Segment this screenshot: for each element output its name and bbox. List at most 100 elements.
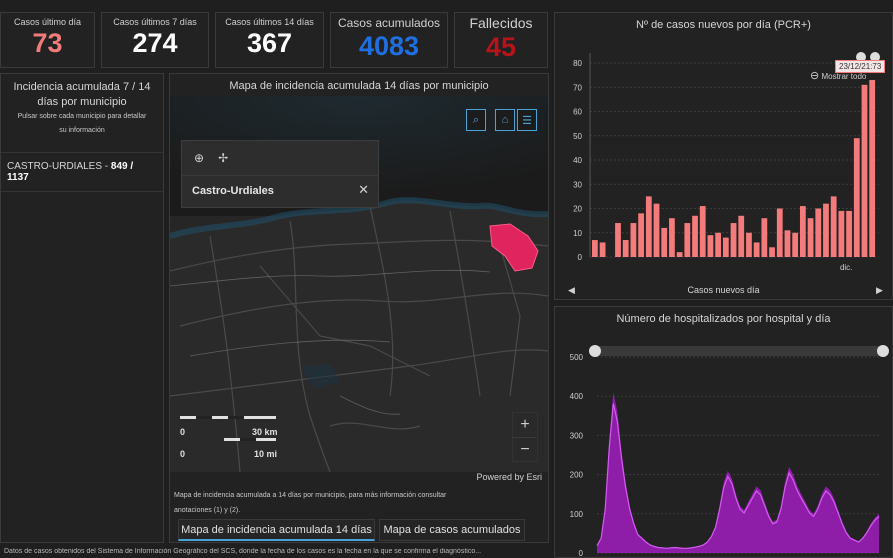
y-tick-label: 10 — [573, 229, 582, 238]
kpi-value: 73 — [32, 28, 63, 58]
bar — [746, 232, 752, 257]
bar — [707, 235, 714, 257]
bar — [638, 213, 644, 257]
chart-title: Número de hospitalizados por hospital y … — [616, 313, 831, 325]
zoom-in-button[interactable]: + — [520, 416, 530, 433]
bar — [615, 223, 621, 257]
bar — [738, 215, 745, 257]
scroll-right-icon[interactable]: ▶ — [876, 285, 883, 295]
new-cases-chart-panel: Nº de casos nuevos por día (PCR+) 0 10 20 3… — [554, 12, 893, 300]
y-tick-label: 500 — [570, 353, 584, 362]
bar — [792, 232, 799, 257]
y-tick-label: 300 — [570, 431, 584, 440]
kpi-cases-last-7-days: Casos últimos 7 días 274 — [101, 12, 209, 68]
chart-x-label: Casos nuevos día — [687, 285, 760, 295]
map-search-button[interactable]: ⌕ — [466, 109, 486, 131]
bar — [815, 208, 822, 257]
range-handle-icon — [877, 345, 889, 357]
map-attribution[interactable]: Powered by Esri — [476, 472, 542, 482]
map-legend-button[interactable]: ☰ — [517, 109, 537, 131]
kpi-label: Casos acumulados — [337, 16, 441, 30]
land-area — [170, 200, 548, 472]
area-series — [597, 392, 879, 553]
bar — [722, 237, 729, 257]
scale-mi: 10 mi — [254, 449, 278, 459]
scale-bar — [180, 416, 276, 441]
zoom-to-icon[interactable]: ⊕ — [194, 151, 205, 165]
bar — [669, 218, 675, 257]
x-tick-label: dic. — [840, 263, 852, 272]
castro-urdiales-highlight[interactable] — [489, 223, 539, 272]
kpi-value: 274 — [132, 28, 178, 58]
bar — [653, 203, 660, 257]
home-icon: ⌂ — [501, 114, 509, 126]
map-note: Mapa de incidencia acumulada a 14 días p… — [174, 492, 447, 514]
bar — [823, 203, 829, 257]
y-tick-label: 30 — [573, 180, 582, 189]
bar — [684, 223, 691, 257]
map-view[interactable]: ⌕ ⌂ ☰ ⊕ ✢ Castro-Urdiales ✕ + − 0 30 km — [170, 96, 548, 472]
bar — [830, 196, 837, 257]
map-panel: Mapa de incidencia acumulada 14 días por… — [169, 73, 549, 543]
range-handle-icon — [589, 345, 601, 357]
zoom-control: + − — [512, 412, 538, 462]
bar — [807, 218, 814, 257]
feature-popup: ⊕ ✢ Castro-Urdiales ✕ — [181, 140, 379, 208]
bar — [769, 247, 775, 257]
bar — [761, 218, 768, 257]
scale-km: 30 km — [252, 427, 278, 437]
y-tick-label: 0 — [578, 253, 583, 262]
y-tick-label: 40 — [573, 156, 582, 165]
bar — [869, 79, 876, 257]
bar — [692, 215, 698, 257]
bar — [861, 84, 868, 257]
search-icon: ⌕ — [472, 113, 480, 126]
list-icon: ☰ — [522, 114, 532, 127]
bar — [799, 206, 806, 257]
bar — [730, 223, 737, 257]
show-all-button[interactable]: ⊖ Mostrar todo — [810, 69, 866, 82]
tab-accumulated-map[interactable]: Mapa de casos acumulados — [379, 519, 525, 541]
y-tick-label: 80 — [573, 59, 582, 68]
bar — [699, 206, 706, 257]
bar — [622, 240, 629, 257]
kpi-label: Casos últimos 7 días — [113, 17, 197, 27]
y-tick-label: 100 — [570, 510, 584, 519]
municipality-name: CASTRO-URDIALES — [7, 161, 103, 172]
bar — [784, 230, 791, 257]
range-slider-track — [595, 346, 883, 356]
scroll-left-icon[interactable]: ◀ — [568, 285, 575, 295]
kpi-label: Fallecidos — [469, 15, 533, 31]
bar — [715, 232, 722, 257]
y-tick-label: 0 — [579, 549, 584, 557]
bar — [853, 138, 860, 257]
kpi-cases-last-14-days: Casos últimos 14 días 367 — [215, 12, 324, 68]
hospitalized-chart-panel: Número de hospitalizados por hospital y … — [554, 306, 893, 558]
bar — [630, 223, 637, 257]
bar — [592, 240, 598, 257]
zoom-out-icon: ⊖ — [810, 70, 820, 82]
y-tick-label: 400 — [570, 392, 584, 401]
kpi-label: Casos último día — [13, 17, 82, 27]
popup-title: Castro-Urdiales — [192, 185, 274, 197]
tab-incidence-map[interactable]: Mapa de incidencia acumulada 14 días — [178, 519, 375, 541]
zoom-out-button[interactable]: − — [513, 437, 537, 462]
map-home-button[interactable]: ⌂ — [495, 109, 515, 131]
kpi-cases-accumulated: Casos acumulados 4083 — [330, 12, 448, 68]
selected-municipality[interactable]: CASTRO-URDIALES - 849 / 1137 — [1, 152, 163, 192]
sidebar-title: Incidencia acumulada 7 / 14 días por mun… — [13, 81, 151, 108]
range-handle-icon — [870, 52, 880, 62]
kpi-deaths: Fallecidos 45 — [454, 12, 548, 68]
map-title: Mapa de incidencia acumulada 14 días por… — [229, 80, 489, 92]
move-icon[interactable]: ✢ — [218, 151, 229, 165]
bar — [846, 210, 852, 257]
kpi-label: Casos últimos 14 días — [225, 17, 314, 27]
sidebar-hint: Pulsar sobre cada municipio para detalla… — [17, 113, 147, 134]
close-icon[interactable]: ✕ — [358, 182, 369, 197]
scale-km-zero: 0 — [180, 427, 186, 437]
kpi-value: 4083 — [358, 31, 420, 61]
road-network — [170, 205, 548, 472]
bar — [599, 242, 606, 257]
y-tick-label: 70 — [573, 83, 582, 92]
y-tick-label: 20 — [573, 205, 582, 214]
